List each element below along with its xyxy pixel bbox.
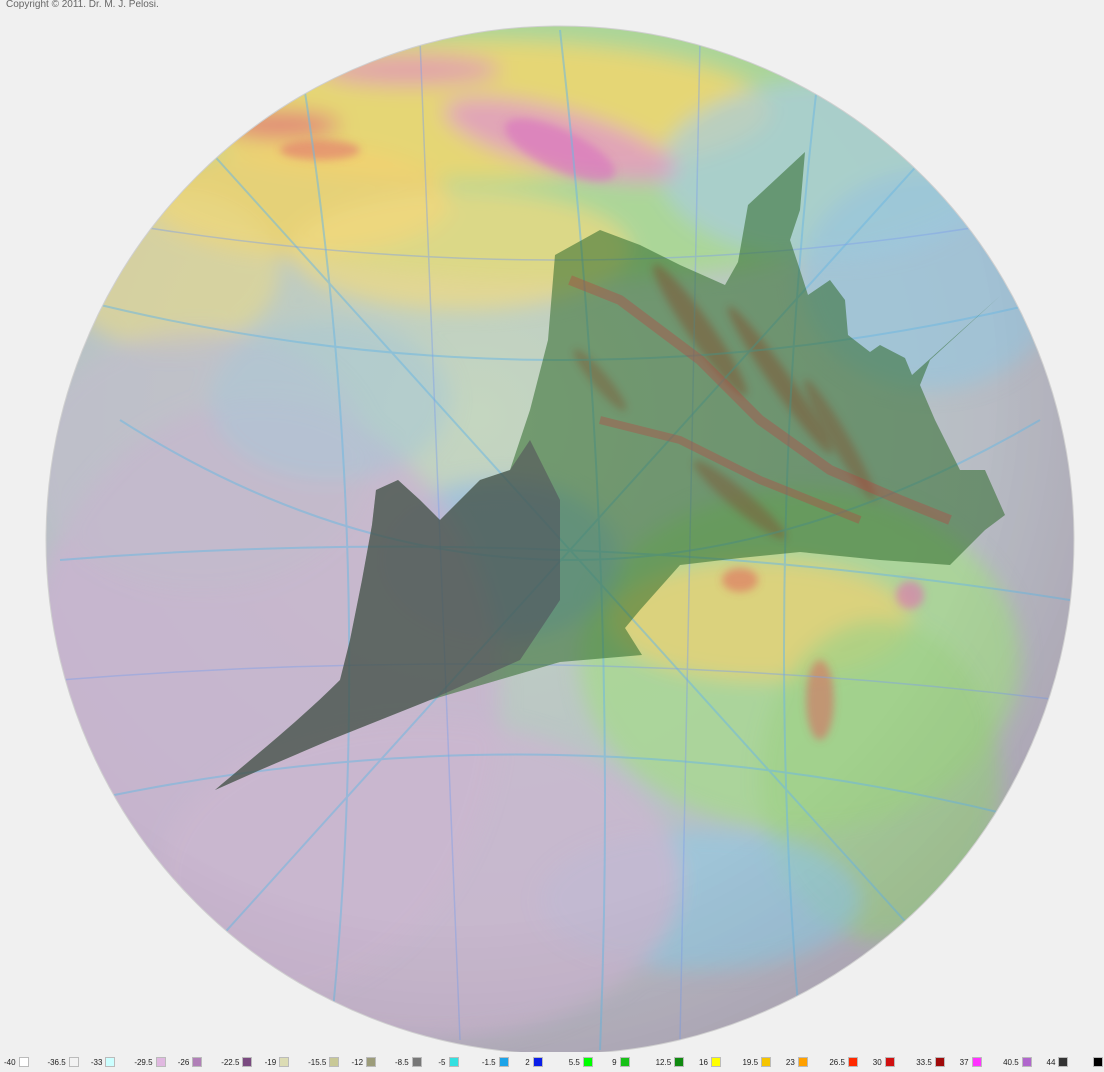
legend-swatch bbox=[279, 1057, 290, 1067]
legend-item: -19 bbox=[265, 1055, 290, 1069]
legend-swatch bbox=[847, 1057, 858, 1067]
legend-label: -8.5 bbox=[394, 1057, 409, 1067]
color-legend: -40 -36.5 -33 -29.5 -26 -22.5 -19 -15.5 -12 -8.5 -… bbox=[0, 1052, 1104, 1072]
legend-label: 19.5 bbox=[742, 1057, 759, 1067]
legend-item: 40.5 bbox=[1003, 1055, 1032, 1069]
legend-swatch bbox=[242, 1057, 253, 1067]
legend-label: -15.5 bbox=[308, 1057, 327, 1067]
copyright-notice: Copyright © 2011. Dr. M. J. Pelosi. bbox=[6, 0, 159, 10]
legend-item: -36.5 bbox=[47, 1055, 79, 1069]
legend-item: 2 bbox=[525, 1055, 543, 1069]
legend-item: -26 bbox=[178, 1055, 203, 1069]
legend-swatch bbox=[68, 1057, 79, 1067]
legend-swatch bbox=[797, 1057, 808, 1067]
legend-item: 12.5 bbox=[656, 1055, 685, 1069]
legend-swatch bbox=[1058, 1057, 1069, 1067]
legend-swatch bbox=[582, 1057, 593, 1067]
legend-item: -1.5 bbox=[482, 1055, 509, 1069]
legend-label: 33.5 bbox=[916, 1057, 932, 1067]
legend-swatch bbox=[971, 1057, 982, 1067]
legend-label: 5.5 bbox=[568, 1057, 580, 1067]
legend-swatch bbox=[674, 1057, 685, 1067]
legend-item: 23 bbox=[786, 1055, 808, 1069]
legend-label: -36.5 bbox=[47, 1057, 66, 1067]
legend-label: -19 bbox=[264, 1057, 277, 1067]
legend-swatch bbox=[934, 1057, 945, 1067]
legend-swatch bbox=[192, 1057, 203, 1067]
legend-swatch bbox=[761, 1057, 772, 1067]
legend-swatch bbox=[532, 1057, 543, 1067]
legend-item: -22.5 bbox=[221, 1055, 253, 1069]
legend-item: 5.5 bbox=[569, 1055, 593, 1069]
legend-label: -29.5 bbox=[134, 1057, 153, 1067]
legend-item: -12 bbox=[352, 1055, 377, 1069]
legend-item: 26.5 bbox=[829, 1055, 858, 1069]
legend-item: 44 bbox=[1047, 1055, 1069, 1069]
legend-label: -1.5 bbox=[481, 1057, 496, 1067]
legend-item: -29.5 bbox=[134, 1055, 166, 1069]
legend-label: 2 bbox=[525, 1057, 530, 1067]
legend-item: 30 bbox=[873, 1055, 895, 1069]
legend-swatch bbox=[710, 1057, 721, 1067]
legend-label: 44 bbox=[1046, 1057, 1056, 1067]
legend-label: 23 bbox=[785, 1057, 795, 1067]
legend-swatch bbox=[155, 1057, 166, 1067]
legend-item: -40 bbox=[4, 1055, 29, 1069]
legend-label: 12.5 bbox=[655, 1057, 672, 1067]
legend-swatch bbox=[498, 1057, 509, 1067]
legend-label: 26.5 bbox=[829, 1057, 845, 1067]
legend-label: -33 bbox=[90, 1057, 103, 1067]
legend-swatch bbox=[1021, 1057, 1032, 1067]
legend-item: 37 bbox=[960, 1055, 982, 1069]
legend-label: -22.5 bbox=[221, 1057, 240, 1067]
legend-label: 16 bbox=[699, 1057, 708, 1067]
legend-swatch bbox=[619, 1057, 630, 1067]
legend-swatch bbox=[105, 1057, 116, 1067]
legend-swatch bbox=[884, 1057, 895, 1067]
legend-label: 9 bbox=[612, 1057, 617, 1067]
legend-item: 33.5 bbox=[916, 1055, 945, 1069]
legend-swatch bbox=[1093, 1057, 1103, 1067]
legend-swatch bbox=[329, 1057, 340, 1067]
legend-item bbox=[1090, 1055, 1103, 1069]
legend-label: 30 bbox=[872, 1057, 882, 1067]
legend-item: -8.5 bbox=[395, 1055, 422, 1069]
legend-label: -5 bbox=[438, 1057, 446, 1067]
legend-swatch bbox=[18, 1057, 29, 1067]
legend-swatch bbox=[411, 1057, 422, 1067]
legend-item: 9 bbox=[612, 1055, 630, 1069]
legend-swatch bbox=[366, 1057, 377, 1067]
legend-item: 19.5 bbox=[742, 1055, 772, 1069]
legend-swatch bbox=[448, 1057, 459, 1067]
legend-label: 40.5 bbox=[1003, 1057, 1019, 1067]
legend-item: -33 bbox=[91, 1055, 116, 1069]
sphere-surface bbox=[46, 26, 1074, 1052]
legend-item: -5 bbox=[438, 1055, 459, 1069]
legend-item: 16 bbox=[699, 1055, 721, 1069]
legend-label: -12 bbox=[351, 1057, 364, 1067]
legend-label: -40 bbox=[4, 1057, 16, 1067]
legend-label: -26 bbox=[177, 1057, 190, 1067]
legend-item: -15.5 bbox=[308, 1055, 340, 1069]
legend-label: 37 bbox=[959, 1057, 969, 1067]
